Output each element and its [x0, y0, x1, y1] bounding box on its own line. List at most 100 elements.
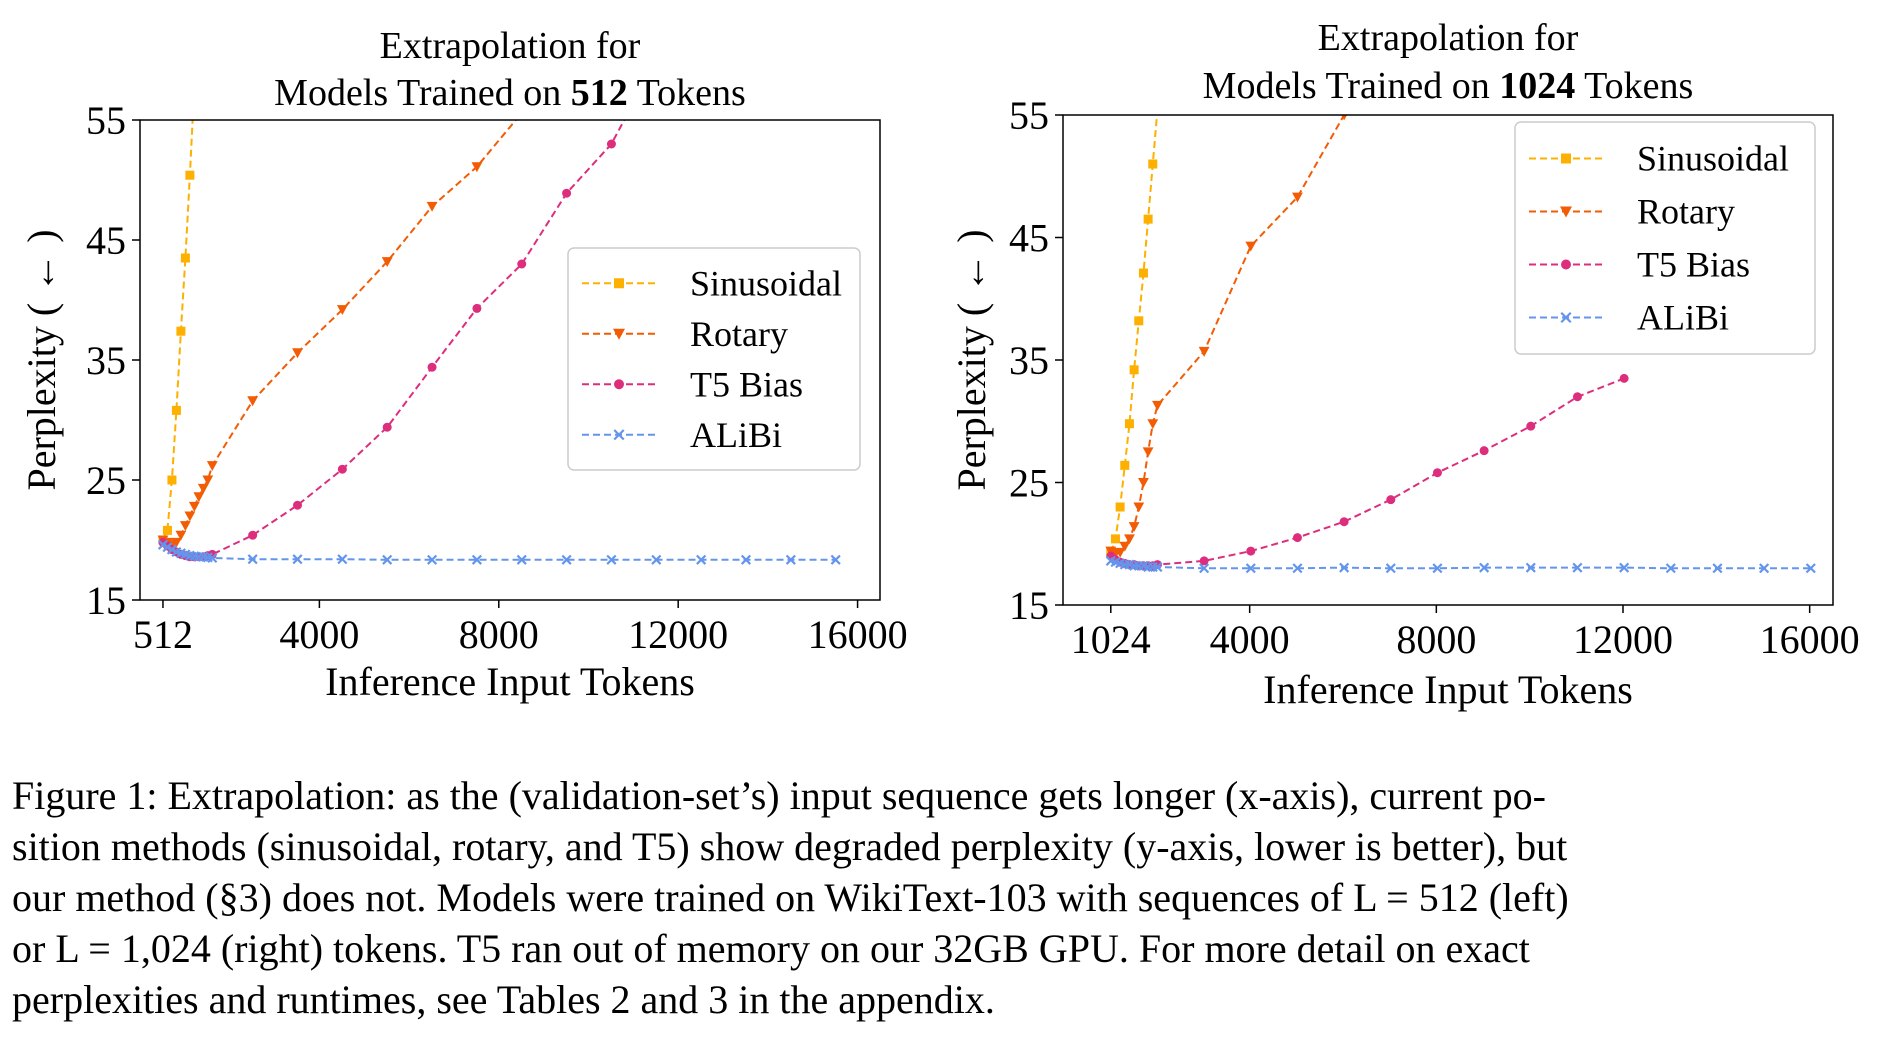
- marker-triangle: [179, 521, 191, 531]
- marker-x: [830, 554, 841, 565]
- caption-line: our method (§3) does not. Models were tr…: [12, 875, 1569, 920]
- chart-title: Extrapolation for: [380, 25, 641, 67]
- marker-triangle: [1124, 534, 1135, 545]
- legend-item: Sinusoidal: [1529, 139, 1789, 179]
- marker-square: [1158, 49, 1167, 58]
- x-tick-label: 16000: [808, 612, 908, 657]
- legend-label: Rotary: [1637, 192, 1735, 232]
- marker-triangle: [1147, 419, 1159, 430]
- marker-x: [1560, 311, 1572, 324]
- chart-2: Extrapolation for Models Trained on 1024 …: [949, 17, 1860, 712]
- legend-item: T5 Bias: [582, 364, 803, 404]
- y-tick-label: 15: [1009, 583, 1049, 628]
- marker-square: [1110, 534, 1120, 544]
- marker-x: [1572, 562, 1583, 573]
- marker-triangle: [206, 461, 218, 471]
- marker-square: [167, 475, 177, 485]
- series-t5-bias: [158, 120, 626, 562]
- marker-circle: [1561, 259, 1571, 270]
- marker-square: [1561, 153, 1571, 164]
- marker-triangle: [292, 348, 303, 359]
- marker-x: [1665, 563, 1676, 574]
- marker-circle: [1246, 546, 1256, 556]
- marker-x: [1245, 563, 1256, 574]
- series-line: [162, 120, 194, 541]
- marker-square: [176, 326, 186, 336]
- marker-square: [171, 405, 181, 415]
- marker-circle: [1572, 392, 1582, 402]
- marker-triangle: [1138, 478, 1149, 488]
- marker-x: [427, 554, 438, 565]
- marker-circle: [337, 464, 347, 474]
- marker-x: [1339, 562, 1350, 573]
- plot-area: [157, 80, 841, 565]
- chart-title-part: Tokens: [628, 72, 746, 114]
- series-sinusoidal: [1106, 49, 1167, 557]
- marker-circle: [606, 139, 616, 149]
- marker-triangle: [613, 328, 625, 340]
- marker-triangle: [471, 162, 483, 173]
- x-tick-label: 12000: [1573, 617, 1673, 662]
- marker-triangle: [175, 530, 187, 541]
- legend: Sinusoidal Rotary T5 Bias ALiBi: [567, 247, 861, 471]
- marker-x: [1432, 563, 1443, 574]
- x-axis-label: Inference Input Tokens: [1263, 667, 1633, 712]
- legend-item: ALiBi: [582, 415, 782, 455]
- marker-square: [1134, 316, 1144, 326]
- figure-charts: Extrapolation for Models Trained on 512 T…: [19, 17, 1860, 712]
- marker-x: [1479, 562, 1490, 573]
- marker-triangle: [1198, 346, 1210, 357]
- caption-line: Figure 1: Extrapolation: as the (validat…: [12, 773, 1547, 818]
- x-tick-label: 16000: [1760, 617, 1860, 662]
- marker-x: [247, 554, 258, 565]
- series-t5-bias: [1106, 373, 1629, 571]
- marker-circle: [382, 422, 392, 432]
- marker-x: [613, 429, 625, 441]
- marker-triangle: [188, 501, 200, 512]
- marker-triangle: [336, 305, 348, 315]
- legend: Sinusoidal Rotary T5 Bias ALiBi: [1514, 121, 1816, 355]
- marker-square: [190, 80, 199, 89]
- y-tick-label: 45: [86, 218, 126, 263]
- marker-circle: [293, 500, 303, 510]
- marker-circle: [1526, 421, 1536, 431]
- marker-circle: [1199, 556, 1209, 566]
- marker-circle: [562, 188, 572, 198]
- marker-square: [1153, 104, 1162, 113]
- x-tick-label: 12000: [628, 612, 728, 657]
- series-line: [162, 120, 518, 546]
- series-sinusoidal: [158, 80, 199, 545]
- series-line: [1110, 377, 1625, 567]
- marker-x: [1525, 562, 1536, 573]
- marker-triangle: [1119, 541, 1131, 552]
- marker-circle: [1432, 468, 1442, 478]
- marker-triangle: [1133, 502, 1145, 513]
- legend-label: Sinusoidal: [1637, 139, 1789, 179]
- figure-caption: Figure 1: Extrapolation: as the (validat…: [12, 770, 1870, 1025]
- marker-x: [606, 554, 617, 565]
- legend-label: ALiBi: [1637, 298, 1729, 338]
- marker-triangle: [247, 396, 259, 407]
- marker-triangle: [1560, 206, 1572, 218]
- marker-triangle: [184, 511, 196, 522]
- marker-triangle: [426, 201, 438, 212]
- marker-x: [1199, 563, 1210, 574]
- marker-square: [1120, 460, 1130, 470]
- legend-item: Rotary: [1529, 192, 1735, 232]
- marker-circle: [614, 379, 624, 390]
- legend-item: ALiBi: [1529, 298, 1729, 338]
- marker-square: [1138, 268, 1148, 278]
- marker-triangle: [1114, 547, 1126, 558]
- legend-frame: [567, 247, 861, 471]
- marker-square: [162, 525, 172, 535]
- y-tick-label: 35: [86, 338, 126, 383]
- x-tick-label: 4000: [1210, 617, 1290, 662]
- marker-x: [382, 554, 393, 565]
- marker-square: [1143, 214, 1153, 224]
- legend-label: Rotary: [690, 314, 788, 354]
- marker-circle: [1619, 373, 1629, 383]
- marker-triangle: [202, 475, 214, 486]
- chart-title: Models Trained on 1024 Tokens: [1203, 65, 1694, 107]
- marker-triangle: [1341, 115, 1348, 121]
- caption-line: sition methods (sinusoidal, rotary, and …: [12, 824, 1568, 869]
